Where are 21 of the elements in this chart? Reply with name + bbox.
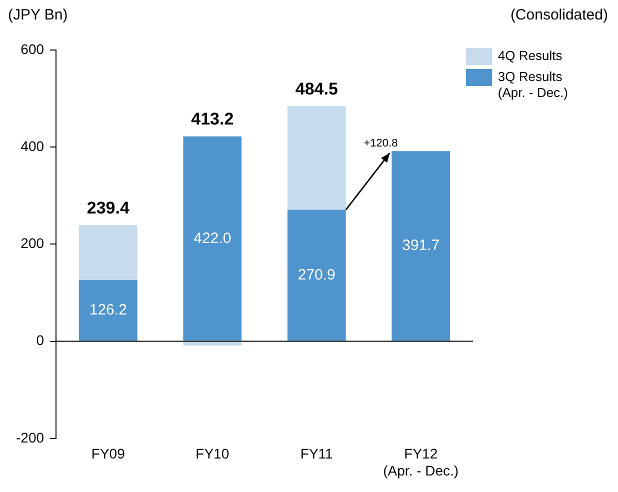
data-label: 422.0 [194,230,232,247]
legend-label: 4Q Results [498,48,562,64]
total-label: 239.4 [86,198,130,218]
data-label: 391.7 [402,237,440,254]
annotation: +120.8 [364,138,398,150]
data-label: 126.2 [89,302,127,319]
x-tick-label: FY09 [91,446,126,462]
y-tick-label: 200 [20,235,44,252]
data-label: 270.9 [298,266,336,284]
total-label: 413.2 [191,110,234,129]
y-tick-label: 600 [20,40,44,57]
x-tick-label: FY12 (Apr. - Dec.) [383,446,459,478]
total-label: 484.5 [295,79,338,98]
y-tick-label: 0 [36,332,44,348]
y-axis-title: (JPY Bn) [8,6,68,24]
legend-label: 3Q Results (Apr. - Dec.) [498,69,568,101]
y-tick-label: -200 [16,429,44,446]
y-tick-label: 400 [20,138,44,154]
x-tick-label: FY11 [300,446,334,462]
text: (Consolidated) [510,6,608,24]
x-tick-label: FY10 [196,446,230,462]
